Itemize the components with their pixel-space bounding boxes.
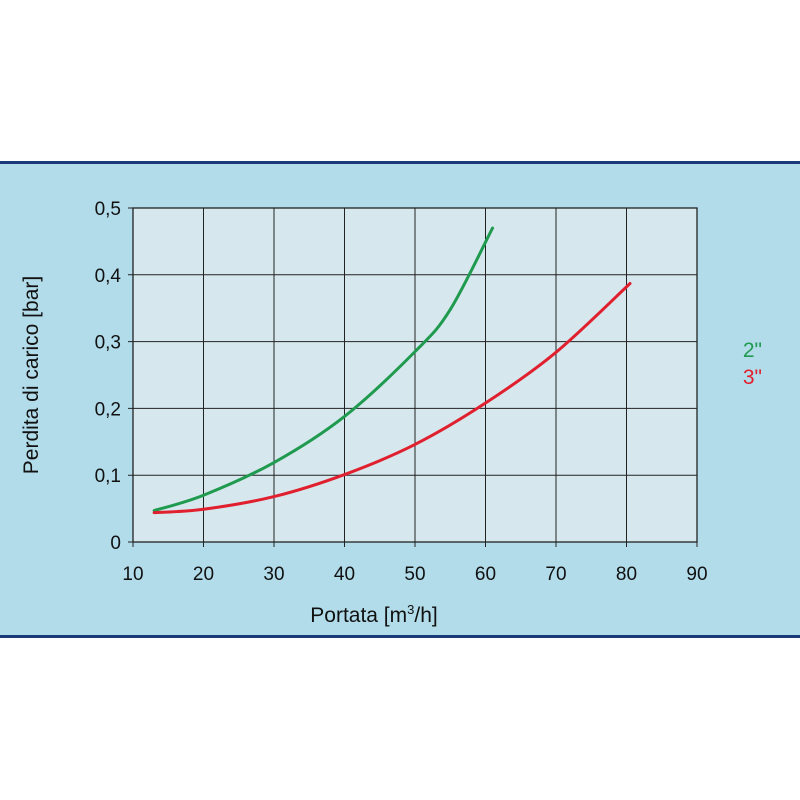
x-tick-label: 70 — [545, 564, 566, 585]
x-tick-label: 30 — [263, 564, 284, 585]
legend-entry: 2" — [743, 339, 762, 362]
y-tick-label: 0 — [110, 533, 121, 554]
y-tick-label: 0,3 — [95, 333, 121, 354]
x-tick-label: 50 — [404, 564, 425, 585]
series-line-3in — [152, 281, 632, 515]
y-tick-label: 0,4 — [95, 266, 122, 287]
x-axis-label-sup: 3 — [407, 602, 414, 617]
y-axis-label: Perdita di carico [bar] — [20, 276, 43, 474]
legend: 2"3" — [743, 339, 762, 389]
y-tick-label: 0,2 — [95, 399, 121, 420]
y-tick-label: 0,5 — [95, 199, 121, 220]
x-axis-label-main: Portata [m — [310, 604, 407, 627]
y-tick-labels: 0 0,1 0,2 0,3 0,4 0,5 — [95, 199, 122, 554]
legend-entry: 3" — [743, 366, 762, 389]
x-tick-label: 80 — [616, 564, 637, 585]
x-tick-label: 40 — [334, 564, 355, 585]
series-line-2in — [152, 226, 495, 513]
x-tick-labels: 10 20 30 40 50 60 70 80 90 — [122, 564, 707, 585]
x-axis-label: Portata [m3/h] — [310, 602, 437, 627]
x-axis-label-tail: /h] — [414, 604, 437, 627]
grid-lines — [128, 207, 698, 547]
y-tick-label: 0,1 — [95, 466, 121, 487]
x-tick-label: 20 — [193, 564, 214, 585]
x-tick-label: 10 — [122, 564, 143, 585]
x-tick-label: 90 — [686, 564, 707, 585]
series-lines — [152, 226, 632, 515]
x-tick-label: 60 — [475, 564, 496, 585]
